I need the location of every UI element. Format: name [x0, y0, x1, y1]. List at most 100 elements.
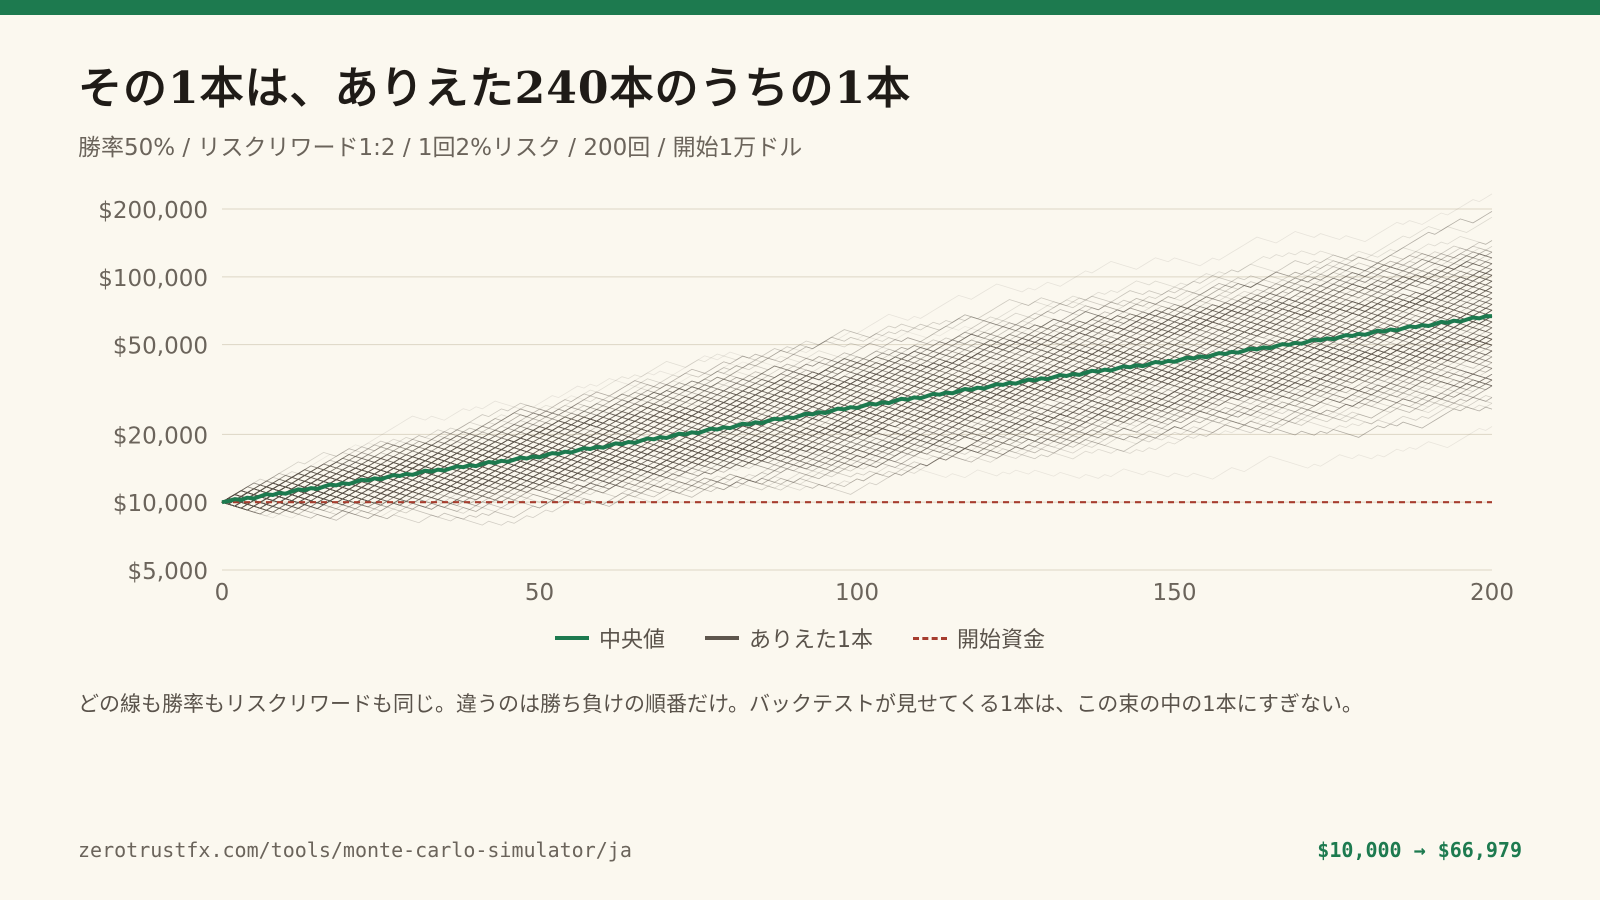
simulation-path	[221, 286, 1493, 507]
simulation-path	[221, 255, 1493, 505]
simulation-path	[221, 322, 1493, 512]
simulation-path	[221, 325, 1493, 503]
page-title: その1本は、ありえた240本のうちの1本	[78, 63, 912, 114]
simulation-path	[221, 263, 1493, 507]
simulation-path	[221, 260, 1493, 505]
simulation-path	[221, 251, 1493, 503]
simulation-path	[221, 382, 1493, 511]
simulation-path	[221, 373, 1493, 511]
simulation-path	[221, 284, 1493, 503]
simulation-path	[221, 344, 1493, 521]
chart-legend: 中央値 ありえた1本 開始資金	[0, 622, 1600, 654]
simulation-path	[221, 319, 1493, 507]
simulation-path	[221, 321, 1493, 503]
simulation-path	[221, 299, 1493, 509]
simulation-path	[221, 340, 1493, 504]
simulation-path	[221, 292, 1493, 505]
x-tick-label: 200	[1470, 580, 1514, 606]
simulation-path	[221, 340, 1493, 505]
simulation-path	[221, 272, 1493, 509]
simulation-path	[221, 309, 1493, 503]
simulation-path	[221, 288, 1493, 503]
simulation-path	[221, 365, 1493, 509]
footer-url: zerotrustfx.com/tools/monte-carlo-simula…	[78, 838, 632, 862]
simulation-path	[221, 336, 1493, 507]
simulation-path	[221, 379, 1493, 507]
legend-label-start: 開始資金	[957, 628, 1046, 653]
simulation-path	[221, 270, 1493, 511]
page-subtitle: 勝率50% / リスクリワード1:2 / 1回2%リスク / 200回 / 開始…	[78, 135, 803, 161]
simulation-path	[221, 288, 1493, 503]
simulation-path	[221, 293, 1493, 503]
simulation-path	[221, 338, 1493, 505]
y-tick-label: $100,000	[98, 266, 208, 292]
simulation-path	[221, 426, 1493, 506]
simulation-path	[221, 332, 1493, 503]
simulation-path	[221, 325, 1493, 505]
simulation-path	[221, 332, 1493, 505]
simulation-path	[221, 342, 1493, 505]
simulation-path	[221, 368, 1493, 509]
simulation-path	[221, 280, 1493, 508]
simulation-path	[221, 310, 1493, 503]
simulation-path	[221, 311, 1493, 505]
simulation-path	[221, 270, 1493, 503]
simulation-path	[221, 261, 1493, 509]
simulation-path	[221, 321, 1493, 505]
simulation-path	[221, 286, 1493, 513]
simulation-path	[221, 368, 1493, 503]
simulation-path	[221, 286, 1493, 503]
simulation-path	[221, 255, 1493, 503]
x-axis-tick-labels: 0 50 100 150 200	[215, 580, 1514, 606]
simulation-path	[221, 280, 1493, 503]
simulation-path	[221, 336, 1493, 511]
simulation-path	[221, 377, 1493, 507]
simulation-path	[221, 282, 1493, 503]
simulation-path	[221, 355, 1493, 504]
simulation-path	[221, 240, 1493, 503]
simulation-path	[221, 298, 1493, 511]
simulation-path	[221, 336, 1493, 511]
top-accent-bar	[0, 0, 1600, 15]
simulation-path	[221, 303, 1493, 513]
simulation-path	[221, 278, 1493, 503]
simulation-path	[221, 309, 1493, 505]
simulation-path	[221, 348, 1493, 503]
simulation-path	[221, 259, 1493, 503]
simulation-path	[221, 282, 1493, 503]
simulation-path	[221, 352, 1493, 526]
simulation-path	[221, 235, 1493, 503]
simulation-path	[221, 269, 1493, 503]
simulation-path	[221, 319, 1493, 509]
simulation-path	[221, 274, 1493, 505]
simulation-path	[221, 377, 1493, 503]
simulation-path	[221, 280, 1493, 509]
simulation-path	[221, 286, 1493, 503]
simulation-path	[221, 268, 1493, 511]
simulation-path	[221, 302, 1493, 505]
simulation-path	[221, 282, 1493, 503]
simulation-path	[221, 263, 1493, 505]
simulation-path	[221, 301, 1493, 505]
y-axis-tick-labels: $5,000 $10,000 $20,000 $50,000 $100,000 $200,…	[98, 198, 208, 585]
simulation-path	[221, 284, 1493, 503]
simulation-path	[221, 263, 1493, 510]
simulation-path	[221, 315, 1493, 505]
simulation-path	[221, 324, 1493, 513]
simulation-path	[221, 270, 1493, 503]
simulation-path	[221, 336, 1493, 505]
simulation-path	[221, 216, 1493, 503]
simulation-path	[221, 350, 1493, 507]
simulation-path	[221, 360, 1493, 503]
simulation-paths	[221, 193, 1493, 526]
simulation-path	[221, 304, 1493, 505]
simulation-path	[221, 371, 1493, 510]
simulation-path	[221, 211, 1493, 503]
simulation-path	[221, 292, 1493, 503]
footer-result: $10,000 → $66,979	[1317, 838, 1522, 862]
simulation-path	[221, 313, 1493, 503]
simulation-path	[221, 286, 1493, 507]
simulation-path	[221, 292, 1493, 507]
simulation-path	[221, 253, 1493, 507]
